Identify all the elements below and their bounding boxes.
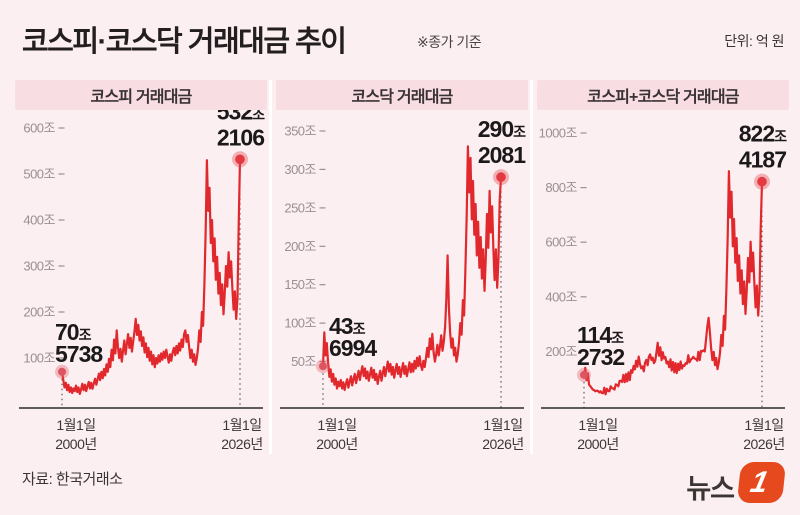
news1-logo-badge: 1 xyxy=(736,462,787,503)
kosdaq-xlabel-start: 1월1일 2000년 xyxy=(316,417,358,452)
news1-logo: 뉴스 1 xyxy=(686,459,787,506)
svg-text:600조: 600조 xyxy=(545,235,577,250)
svg-text:300조: 300조 xyxy=(23,259,55,274)
svg-text:100조: 100조 xyxy=(23,351,55,366)
combined-panel: 코스피+코스닥 거래대금 1000조 800조 600조 400조 200조 114조 27… xyxy=(537,80,789,457)
combined-xlabel-end: 1월1일 2026년 xyxy=(743,417,785,452)
svg-text:2732: 2732 xyxy=(577,344,624,370)
svg-text:6994: 6994 xyxy=(329,335,377,361)
svg-text:400조: 400조 xyxy=(23,213,55,228)
svg-text:100조: 100조 xyxy=(284,316,316,331)
svg-text:822조: 822조 xyxy=(739,121,787,147)
svg-text:300조: 300조 xyxy=(284,162,316,177)
kosdaq-xlabel-end: 1월1일 2026년 xyxy=(482,417,524,452)
svg-text:532조: 532조 xyxy=(217,110,265,124)
kosdaq-chart: 350조300조250조200조150조100조50조43조6994290조20… xyxy=(280,116,527,409)
kospi-panel-title: 코스피 거래대금 xyxy=(15,80,267,110)
svg-text:290조: 290조 xyxy=(478,116,526,142)
svg-text:5738: 5738 xyxy=(55,341,103,367)
svg-text:250조: 250조 xyxy=(284,200,316,215)
svg-text:400조: 400조 xyxy=(545,289,577,304)
svg-text:50조: 50조 xyxy=(291,354,316,369)
svg-text:200조: 200조 xyxy=(284,239,316,254)
page-title: 코스피·코스닥 거래대금 추이 xyxy=(22,26,347,58)
kospi-xlabel-end: 1월1일 2026년 xyxy=(221,417,263,452)
svg-text:2106: 2106 xyxy=(217,124,264,150)
news1-logo-text: 뉴스 xyxy=(686,474,735,504)
svg-text:600조: 600조 xyxy=(23,121,55,136)
combined-panel-title: 코스피+코스닥 거래대금 xyxy=(537,80,789,110)
svg-text:4187: 4187 xyxy=(739,147,786,173)
source-label: 자료: 한국거래소 xyxy=(22,471,123,488)
svg-text:1000조: 1000조 xyxy=(539,126,578,141)
unit-label: 단위: 억 원 xyxy=(724,33,784,49)
svg-text:150조: 150조 xyxy=(284,277,316,292)
svg-text:2081: 2081 xyxy=(478,142,526,168)
title-note: ※종가 기준 xyxy=(417,34,482,50)
kosdaq-panel-title: 코스닥 거래대금 xyxy=(276,80,528,110)
panel-divider xyxy=(269,80,272,454)
panel-divider xyxy=(530,80,533,454)
svg-text:800조: 800조 xyxy=(545,180,577,195)
kospi-panel: 코스피 거래대금 600조 500조 400조 300조 200조 100조 70조 5738… xyxy=(15,80,267,457)
svg-text:500조: 500조 xyxy=(23,167,55,182)
svg-text:350조: 350조 xyxy=(284,124,316,139)
kospi-xlabel-start: 1월1일 2000년 xyxy=(55,417,97,452)
svg-text:200조: 200조 xyxy=(23,305,55,320)
kosdaq-panel: 코스닥 거래대금 350조 300조 250조 200조 150조 100조 50조 43조 6… xyxy=(276,80,528,457)
combined-xlabel-start: 1월1일 2000년 xyxy=(577,417,619,452)
svg-text:200조: 200조 xyxy=(545,344,577,359)
